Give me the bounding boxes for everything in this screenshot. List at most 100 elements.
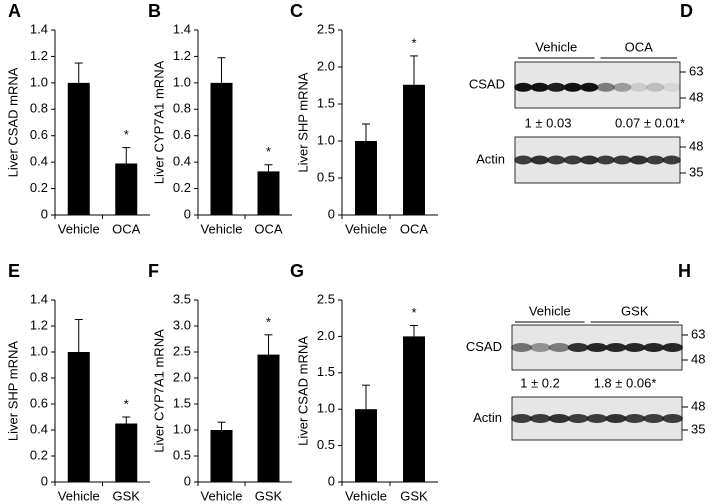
- y-tick-label: 0.5: [173, 447, 191, 462]
- bar: [67, 82, 90, 215]
- x-tick-label: Vehicle: [58, 488, 100, 503]
- x-tick-label: Vehicle: [58, 221, 100, 236]
- y-tick-label: 0: [184, 206, 191, 221]
- bar: [355, 409, 377, 482]
- bar: [210, 430, 233, 482]
- band: [596, 82, 615, 92]
- y-axis-label: Liver CYP7A1 mRNA: [151, 329, 166, 453]
- band: [643, 414, 665, 423]
- band: [563, 155, 582, 165]
- band: [529, 414, 551, 423]
- x-tick-label: Vehicle: [345, 488, 387, 503]
- panel-label: G: [290, 261, 304, 281]
- y-axis-label: Liver SHP mRNA: [5, 341, 20, 442]
- band: [511, 414, 532, 423]
- band: [629, 155, 648, 165]
- band: [580, 155, 599, 165]
- band: [511, 343, 532, 352]
- y-tick-label: 0: [328, 473, 335, 488]
- x-tick-label: Vehicle: [201, 488, 243, 503]
- significance-mark: *: [266, 144, 271, 159]
- significance-mark: *: [411, 305, 416, 320]
- band: [586, 414, 608, 423]
- marker-label: 48: [689, 89, 703, 104]
- band: [547, 155, 566, 165]
- y-tick-label: 0.2: [173, 180, 191, 195]
- band: [548, 414, 570, 423]
- band: [605, 414, 627, 423]
- y-tick-label: 1.4: [173, 21, 191, 36]
- y-tick-label: 1.0: [30, 343, 48, 358]
- row-label: Actin: [476, 151, 505, 166]
- panel-label: F: [148, 261, 159, 281]
- quantification: 1 ± 0.03: [525, 115, 572, 130]
- quantification: 0.07 ± 0.01*: [615, 115, 685, 130]
- x-tick-label: OCA: [254, 221, 283, 236]
- panel-label: D: [680, 1, 693, 21]
- y-tick-label: 0: [328, 206, 335, 221]
- bar: [403, 84, 425, 215]
- y-tick-label: 0.6: [30, 395, 48, 410]
- band: [613, 155, 632, 165]
- band: [643, 343, 665, 352]
- marker-label: 48: [691, 398, 705, 413]
- band: [563, 82, 582, 92]
- marker-label: 35: [689, 164, 703, 179]
- panel-label: C: [290, 1, 303, 21]
- quantification: 1.8 ± 0.06*: [594, 375, 657, 390]
- x-tick-label: Vehicle: [345, 221, 387, 236]
- y-tick-label: 1.0: [173, 421, 191, 436]
- y-tick-label: 0.2: [30, 447, 48, 462]
- marker-label: 63: [689, 63, 703, 78]
- y-tick-label: 3.5: [173, 291, 191, 306]
- band: [530, 155, 549, 165]
- band: [662, 343, 683, 352]
- bar: [210, 82, 233, 215]
- band: [662, 414, 683, 423]
- bar: [355, 141, 377, 215]
- y-tick-label: 1.2: [173, 48, 191, 63]
- band: [629, 82, 648, 92]
- band: [548, 343, 570, 352]
- y-tick-label: 0.5: [317, 437, 335, 452]
- bar: [257, 171, 280, 215]
- band: [529, 343, 551, 352]
- band: [662, 82, 681, 92]
- y-tick-label: 0.8: [173, 101, 191, 116]
- y-tick-label: 2.0: [317, 58, 335, 73]
- x-tick-label: OCA: [112, 221, 141, 236]
- y-tick-label: 0: [41, 473, 48, 488]
- group-label: Vehicle: [529, 303, 571, 318]
- y-tick-label: 1.2: [30, 317, 48, 332]
- y-tick-label: 1.2: [30, 48, 48, 63]
- y-tick-label: 0.4: [30, 154, 48, 169]
- row-label: CSAD: [469, 76, 505, 91]
- y-tick-label: 2.0: [317, 328, 335, 343]
- y-tick-label: 2.5: [317, 21, 335, 36]
- y-tick-label: 0: [41, 206, 48, 221]
- y-tick-label: 2.5: [173, 343, 191, 358]
- band: [530, 82, 549, 92]
- panel-label: A: [8, 1, 21, 21]
- band: [613, 82, 632, 92]
- y-axis-label: Liver CSAD mRNA: [5, 67, 20, 177]
- panel-label: H: [678, 261, 691, 281]
- x-tick-label: GSK: [255, 488, 283, 503]
- band: [567, 343, 589, 352]
- band: [662, 155, 681, 165]
- quantification: 1 ± 0.2: [520, 375, 560, 390]
- y-tick-label: 0.5: [317, 169, 335, 184]
- band: [646, 82, 665, 92]
- bar: [67, 352, 90, 482]
- y-axis-label: Liver CSAD mRNA: [295, 336, 310, 446]
- row-label: Actin: [473, 410, 502, 425]
- band: [586, 343, 608, 352]
- x-tick-label: GSK: [400, 488, 428, 503]
- significance-mark: *: [124, 127, 129, 142]
- band: [514, 155, 533, 165]
- y-tick-label: 1.0: [30, 74, 48, 89]
- significance-mark: *: [411, 35, 416, 50]
- y-tick-label: 2.0: [173, 369, 191, 384]
